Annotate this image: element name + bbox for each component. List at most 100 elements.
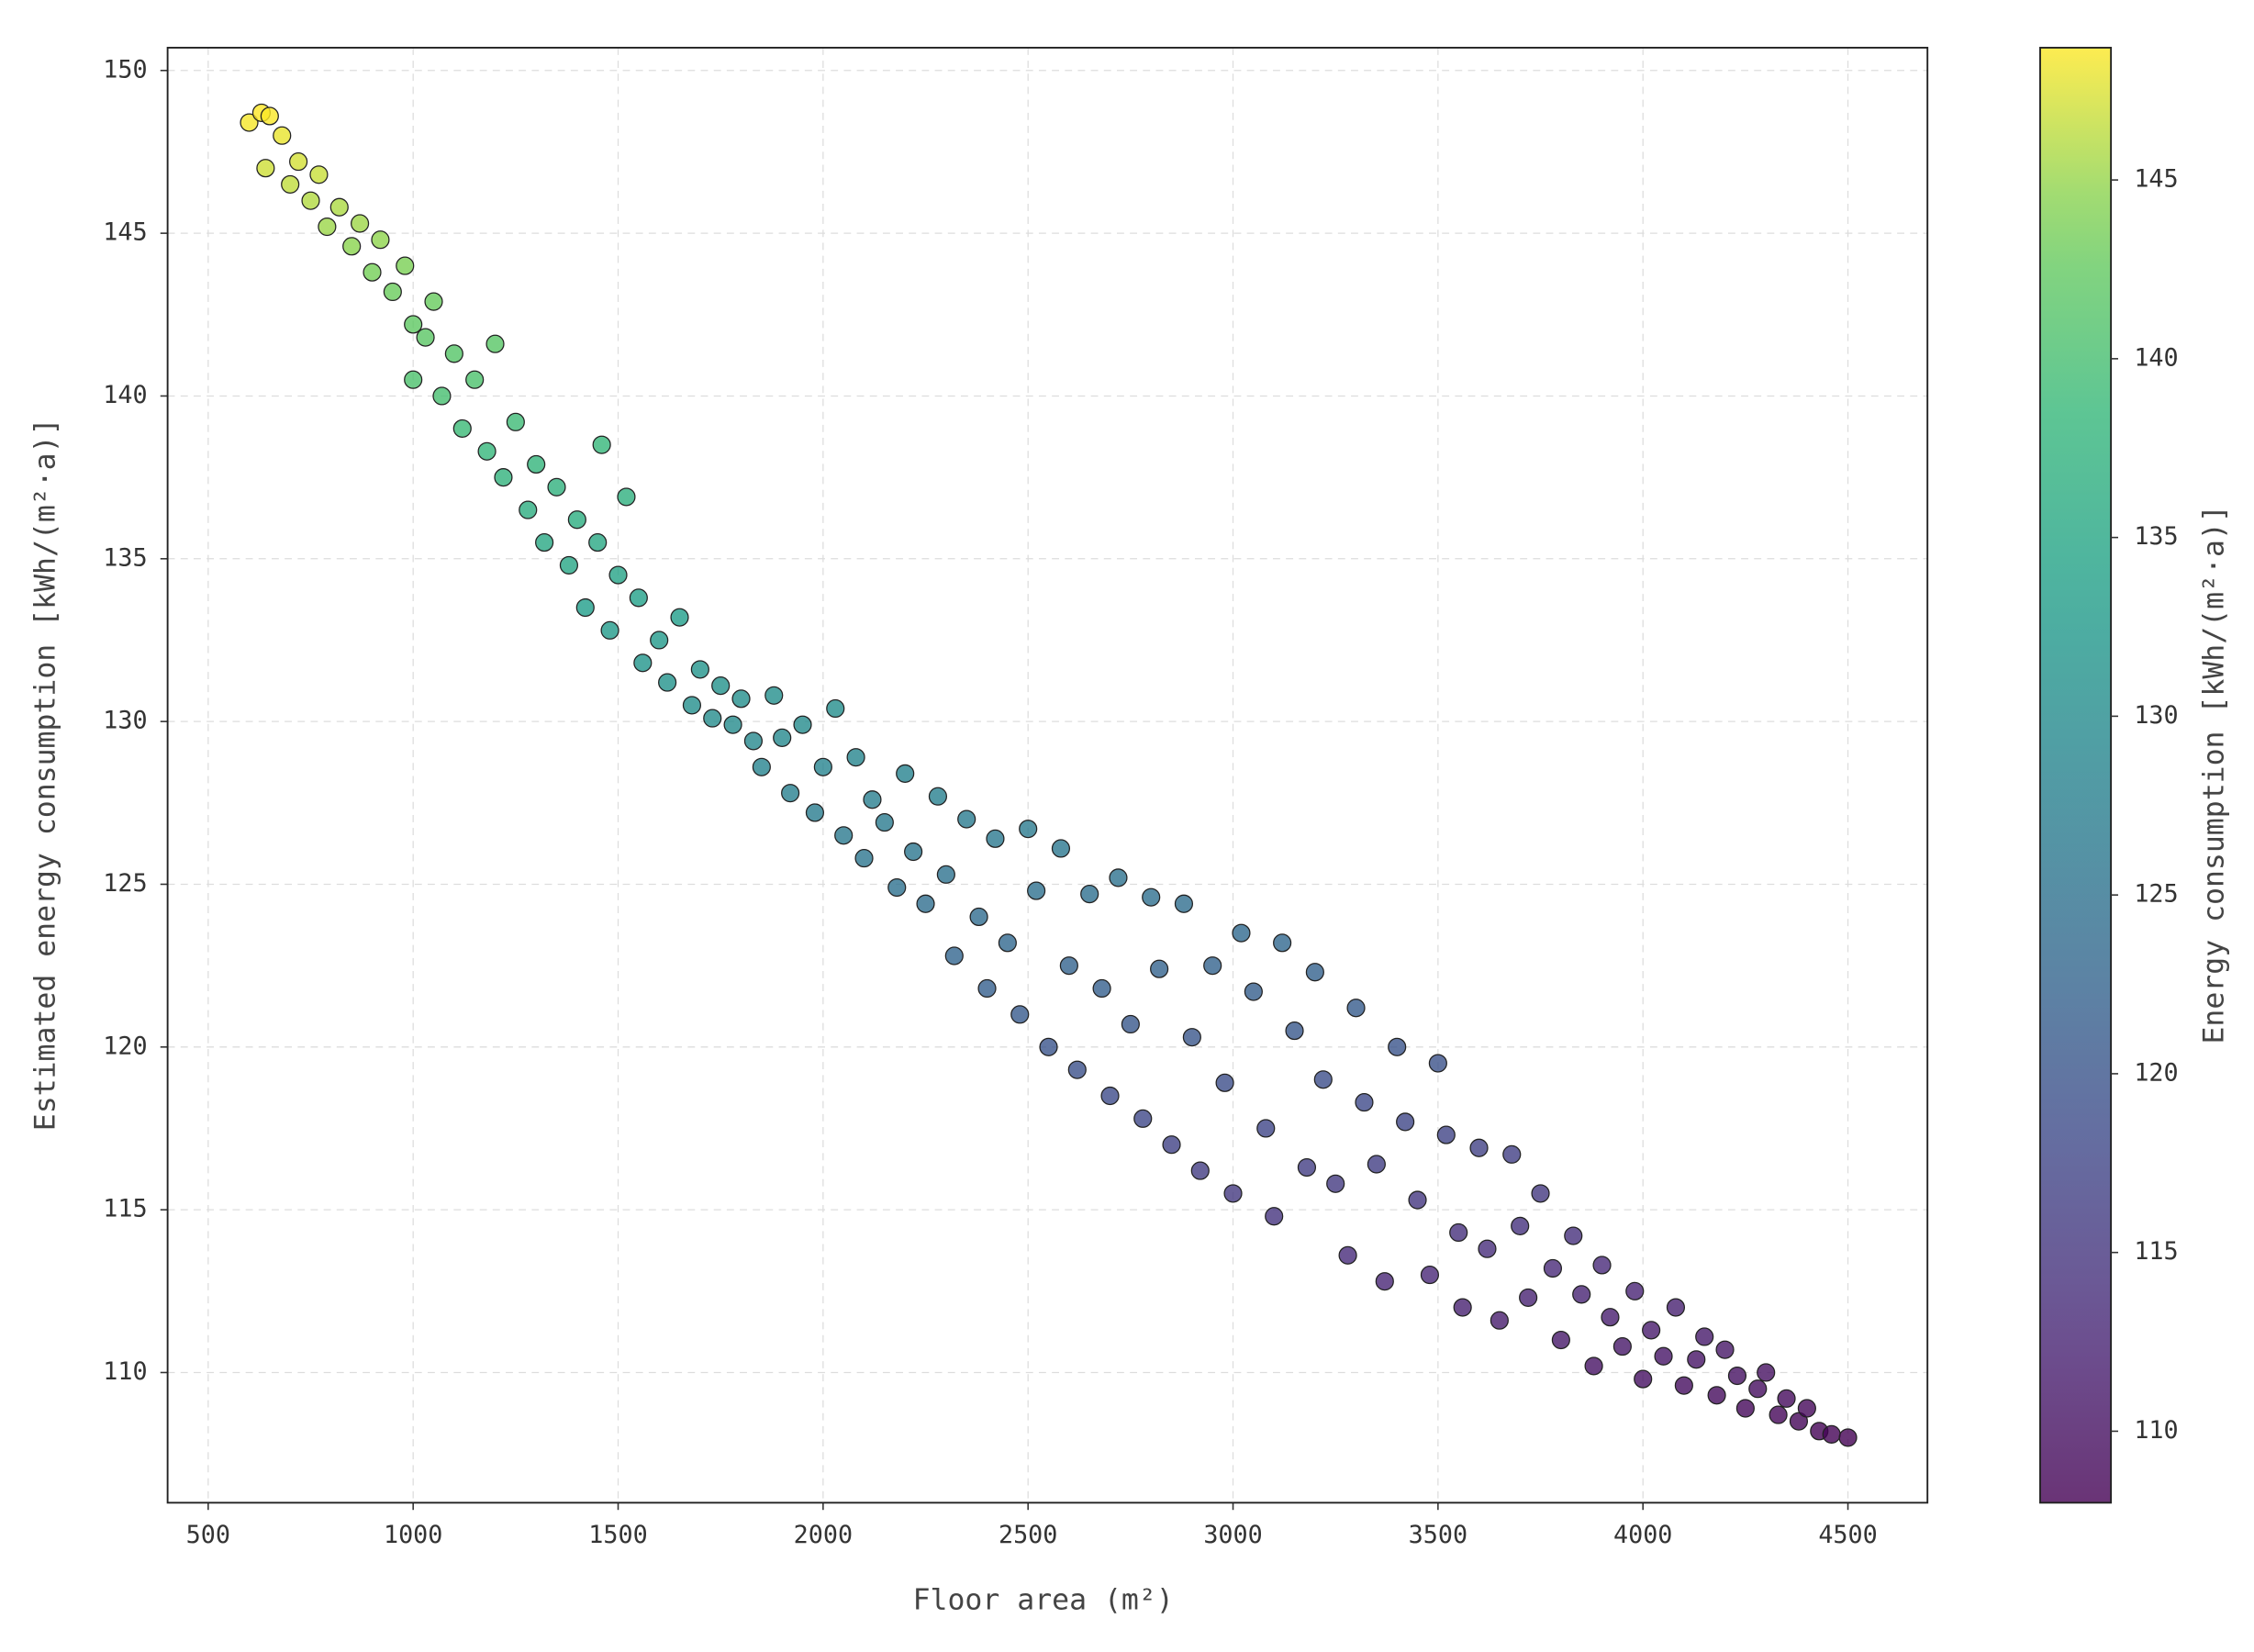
point <box>650 631 669 650</box>
point <box>1121 1014 1140 1034</box>
x-tick-label: 500 <box>186 1521 230 1549</box>
y-tick-label: 125 <box>103 869 147 898</box>
point <box>256 159 275 178</box>
point <box>1010 1005 1030 1024</box>
point <box>1285 1021 1304 1041</box>
colorbar-tick-label: 125 <box>2134 880 2178 909</box>
colorbar <box>2039 47 2113 1504</box>
colorbar-tick-label: 120 <box>2134 1058 2178 1087</box>
point <box>1092 978 1111 999</box>
point <box>887 877 907 898</box>
point <box>1367 1155 1386 1174</box>
point <box>928 787 948 806</box>
point <box>1190 1161 1210 1180</box>
point <box>793 715 812 734</box>
point <box>592 435 611 454</box>
colorbar-tick-label: 110 <box>2134 1416 2178 1445</box>
y-tick-label: 130 <box>103 707 147 735</box>
point <box>363 262 382 282</box>
point <box>896 764 915 783</box>
point <box>1273 933 1292 953</box>
point <box>1735 1399 1755 1418</box>
point <box>1748 1379 1768 1399</box>
point <box>1502 1144 1522 1164</box>
point <box>1789 1412 1809 1431</box>
point <box>1564 1226 1583 1245</box>
point <box>703 709 722 728</box>
point <box>519 500 538 519</box>
point <box>617 487 636 507</box>
point <box>1551 1330 1570 1350</box>
colorbar-tick-label: 130 <box>2134 701 2178 730</box>
point <box>670 608 689 627</box>
point <box>1757 1363 1776 1382</box>
point <box>260 106 279 126</box>
point <box>1519 1288 1538 1307</box>
point <box>1396 1112 1415 1132</box>
point <box>396 256 415 275</box>
point <box>465 370 485 389</box>
point <box>916 894 935 913</box>
point <box>1203 956 1222 976</box>
point <box>342 237 362 256</box>
point <box>1478 1239 1497 1258</box>
point <box>1715 1340 1735 1359</box>
point <box>723 715 742 734</box>
y-tick-label: 115 <box>103 1195 147 1223</box>
colorbar-label: Energy consumption [kWh/(m²·a)] <box>2197 505 2230 1044</box>
point <box>1634 1369 1653 1389</box>
x-tick-label: 3000 <box>1203 1521 1262 1549</box>
point <box>301 191 320 210</box>
point <box>1687 1350 1706 1369</box>
point <box>1162 1135 1181 1155</box>
point <box>1346 999 1366 1018</box>
x-tick-label: 4500 <box>1818 1521 1877 1549</box>
point <box>1838 1428 1858 1447</box>
point <box>1822 1424 1841 1444</box>
point <box>1674 1376 1693 1395</box>
point <box>416 328 435 347</box>
point <box>1666 1298 1686 1317</box>
point <box>1695 1327 1714 1346</box>
point <box>1707 1386 1726 1405</box>
y-tick-label: 135 <box>103 543 147 572</box>
point <box>682 696 701 715</box>
point <box>813 757 832 776</box>
point <box>944 946 964 966</box>
point <box>1453 1298 1472 1317</box>
point <box>535 532 554 553</box>
point <box>559 555 578 575</box>
colorbar-tick-label: 115 <box>2134 1237 2178 1266</box>
point <box>904 842 923 862</box>
point <box>658 673 677 692</box>
point <box>1511 1216 1530 1235</box>
point <box>575 597 595 618</box>
point <box>600 620 619 640</box>
point <box>309 165 329 184</box>
point <box>1150 959 1169 978</box>
point <box>404 315 423 334</box>
point <box>1182 1028 1201 1047</box>
point <box>752 757 771 776</box>
point <box>1428 1054 1447 1073</box>
point <box>477 441 497 461</box>
point <box>329 197 349 217</box>
point <box>424 292 443 311</box>
x-tick-label: 4000 <box>1613 1521 1672 1549</box>
point <box>1469 1138 1489 1157</box>
point <box>1388 1037 1407 1056</box>
point <box>1572 1285 1591 1304</box>
point <box>936 865 955 884</box>
point <box>1133 1109 1153 1128</box>
point <box>383 282 402 302</box>
point <box>1256 1119 1276 1138</box>
point <box>1769 1405 1788 1424</box>
y-tick-label: 140 <box>103 381 147 409</box>
point <box>567 510 586 530</box>
point <box>998 933 1017 953</box>
point <box>1223 1184 1243 1203</box>
x-tick-label: 1000 <box>384 1521 442 1549</box>
point <box>863 790 882 809</box>
